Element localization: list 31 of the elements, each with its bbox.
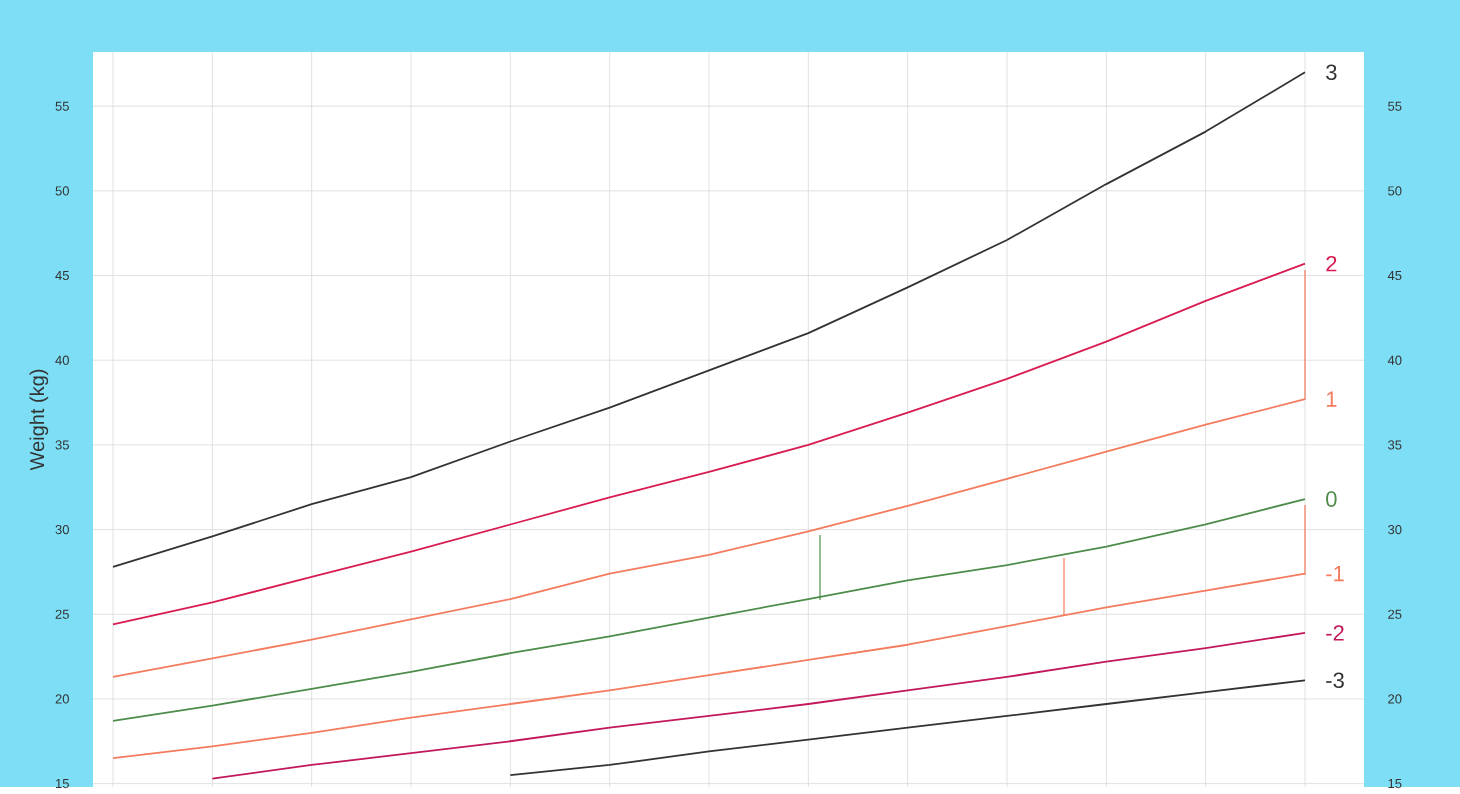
line-series xyxy=(112,262,1306,626)
y-tick-label: 15 xyxy=(56,779,69,789)
y2-tick-label: 35 xyxy=(1388,440,1402,450)
y-axis-title: Weight (kg) xyxy=(29,369,49,471)
series-label: 2 xyxy=(1326,256,1337,272)
y-tick-label: 55 xyxy=(55,101,69,111)
y2-tick-label: 30 xyxy=(1388,525,1402,535)
series-label: -2 xyxy=(1326,625,1344,641)
y-tick-label: 35 xyxy=(55,440,69,450)
line-series xyxy=(211,632,1306,780)
y2-tick-label: 25 xyxy=(1388,609,1402,619)
y-tick-label: 30 xyxy=(55,525,69,535)
y2-tick-label: 15 xyxy=(1388,779,1402,789)
y-tick-label: 50 xyxy=(55,186,69,196)
y2-tick-label: 50 xyxy=(1388,186,1402,196)
y-tick-label: 25 xyxy=(55,609,69,619)
y2-tick-label: 40 xyxy=(1387,355,1402,365)
y-tick-label: 40 xyxy=(55,355,69,365)
line-series xyxy=(112,71,1306,568)
series-label: -3 xyxy=(1326,672,1344,689)
y-tick-label: 45 xyxy=(55,271,69,281)
series-label: 1 xyxy=(1326,391,1337,407)
series-label: 0 xyxy=(1326,491,1337,507)
y-tick-label: 20 xyxy=(55,694,69,704)
y2-tick-label: 20 xyxy=(1388,694,1402,704)
y2-tick-label: 55 xyxy=(1388,101,1402,111)
series-label: -1 xyxy=(1326,566,1344,582)
y2-tick-label: 45 xyxy=(1387,271,1402,281)
series-label: 3 xyxy=(1326,64,1337,81)
line-series xyxy=(112,498,1306,722)
line-series xyxy=(509,679,1306,777)
